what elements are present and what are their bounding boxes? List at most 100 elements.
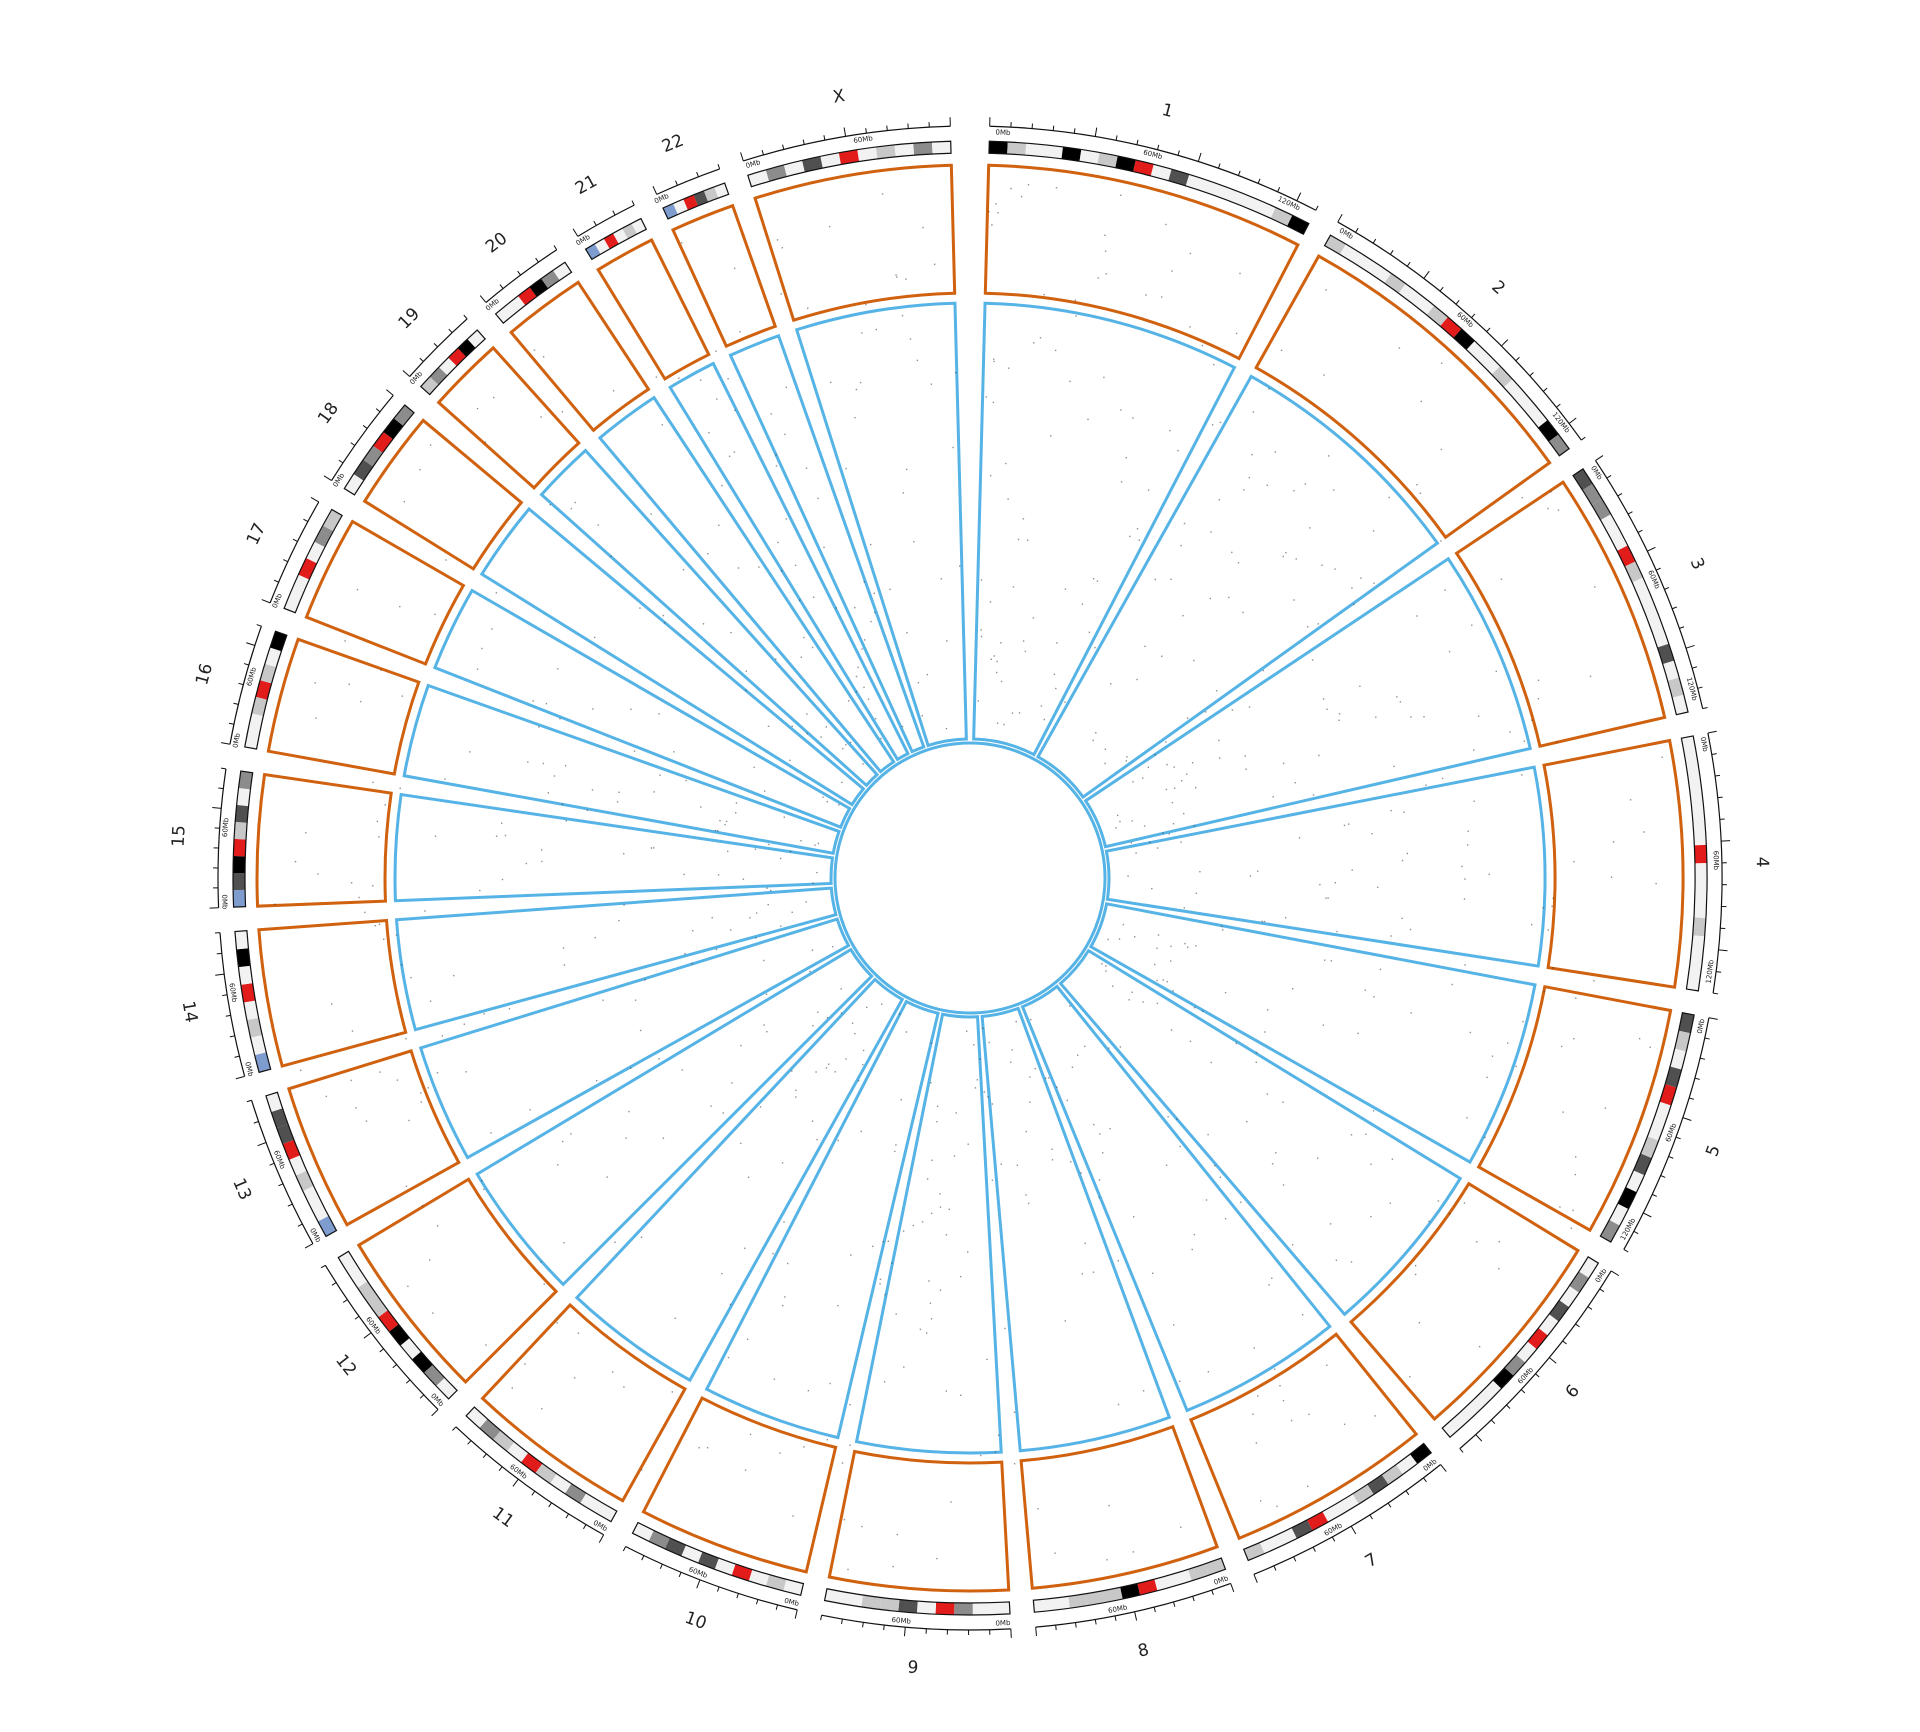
contact-dot xyxy=(827,1017,828,1018)
contact-dot xyxy=(740,1143,741,1144)
contact-dot xyxy=(850,1254,851,1255)
contact-dot xyxy=(1054,674,1055,675)
contact-dot xyxy=(1470,1032,1471,1033)
axis-tick xyxy=(247,1100,252,1101)
contact-dot xyxy=(563,947,564,948)
contact-dot xyxy=(1264,1031,1265,1032)
contact-dot xyxy=(870,621,871,622)
contact-dot xyxy=(1267,485,1268,486)
axis-tick xyxy=(1718,797,1723,798)
contact-dot xyxy=(872,1246,873,1247)
contact-dot xyxy=(575,502,576,503)
inner-track-chr-15 xyxy=(395,795,832,901)
contact-dot xyxy=(1415,1265,1416,1266)
axis-tick xyxy=(1441,1465,1447,1472)
contact-dot xyxy=(1238,562,1239,563)
ideogram-band xyxy=(233,873,245,890)
contact-dot xyxy=(1559,1206,1560,1207)
ideogram-band xyxy=(1120,1583,1140,1599)
contact-dot xyxy=(1128,999,1129,1000)
contact-dot xyxy=(727,851,728,852)
chromosome-label-5: 5 xyxy=(1702,1142,1725,1159)
ideogram-band xyxy=(1693,917,1706,936)
contact-dot xyxy=(360,701,361,702)
contact-dot xyxy=(864,581,865,582)
axis-tick xyxy=(1643,1213,1651,1217)
contact-dot xyxy=(1108,939,1109,940)
axis-tick xyxy=(1669,1156,1674,1158)
axis-tick xyxy=(386,390,393,396)
contact-dot xyxy=(1007,498,1008,499)
contact-dot xyxy=(1262,921,1263,922)
contact-dot xyxy=(1228,597,1229,598)
outer-track-chr-5 xyxy=(1479,987,1671,1230)
contact-dot xyxy=(910,338,911,339)
axis-tick xyxy=(1406,1491,1409,1495)
contact-dot xyxy=(493,397,494,398)
axis-tick xyxy=(1618,493,1622,496)
contact-dot xyxy=(1662,757,1663,758)
contact-dot xyxy=(755,937,756,938)
outer-track-chr-22 xyxy=(673,206,775,347)
contact-dot xyxy=(858,1080,859,1081)
contact-dot xyxy=(1105,965,1106,966)
inner-track-chr-3 xyxy=(1086,559,1531,847)
ideogram-band xyxy=(932,141,951,154)
ideogram-band xyxy=(1695,863,1707,881)
contact-dot xyxy=(782,247,783,248)
contact-dot xyxy=(1326,709,1327,710)
contact-dot xyxy=(1323,1025,1324,1026)
axis-tick xyxy=(355,1316,359,1319)
contact-dot xyxy=(996,661,997,662)
axis-tick-label: 0Mb xyxy=(429,1392,446,1409)
contact-dot xyxy=(1087,419,1088,420)
contact-dot xyxy=(946,1234,947,1235)
axis-tick-label: 0Mb xyxy=(220,894,228,910)
contact-dot xyxy=(653,847,654,848)
contact-dot xyxy=(764,790,765,791)
contact-dot xyxy=(399,606,400,607)
contact-dot xyxy=(1326,1365,1327,1366)
contact-dot xyxy=(1323,374,1324,375)
ideogram-chr-11 xyxy=(466,1407,617,1522)
contact-dot xyxy=(364,912,365,913)
contact-dot xyxy=(1099,1179,1100,1180)
outer-track-chr-15 xyxy=(257,775,391,907)
contact-dot xyxy=(635,1000,636,1001)
axis-tick xyxy=(303,519,307,521)
contact-dot xyxy=(699,1447,700,1448)
contact-dot xyxy=(357,589,358,590)
axis-tick xyxy=(311,497,319,502)
contact-dot xyxy=(1478,716,1479,717)
chromosome-label-21: 21 xyxy=(572,171,601,199)
contact-dot xyxy=(1030,1019,1031,1020)
contact-dot xyxy=(1157,1003,1158,1004)
contact-dot xyxy=(1037,1508,1038,1509)
axis-tick xyxy=(274,580,279,582)
contact-dot xyxy=(1099,1133,1100,1134)
contact-dot xyxy=(1174,788,1175,789)
axis-tick xyxy=(1686,645,1695,648)
contact-dot xyxy=(795,565,796,566)
contact-dot xyxy=(838,804,839,805)
contact-dot xyxy=(479,890,480,891)
contact-dot xyxy=(1352,869,1353,870)
contact-dot xyxy=(1056,642,1057,643)
axis-tick xyxy=(1506,1405,1510,1409)
contact-dot xyxy=(841,988,842,989)
axis-tick xyxy=(536,258,539,262)
axis-tick xyxy=(1549,1358,1556,1364)
chromosome-label-3: 3 xyxy=(1686,555,1709,573)
chromosome-label-2: 2 xyxy=(1487,277,1508,299)
inner-track-chr-9 xyxy=(857,1014,1002,1453)
contact-dot xyxy=(1650,1047,1651,1048)
contact-dot xyxy=(612,1371,613,1372)
contact-dot xyxy=(1260,1500,1261,1501)
contact-dot xyxy=(930,1082,931,1083)
contact-dot xyxy=(592,708,593,709)
contact-dot xyxy=(1157,847,1158,848)
contact-dot xyxy=(574,1377,575,1378)
contact-dot xyxy=(994,655,995,656)
contact-dot xyxy=(1104,235,1105,236)
contact-dot xyxy=(1085,1243,1086,1244)
